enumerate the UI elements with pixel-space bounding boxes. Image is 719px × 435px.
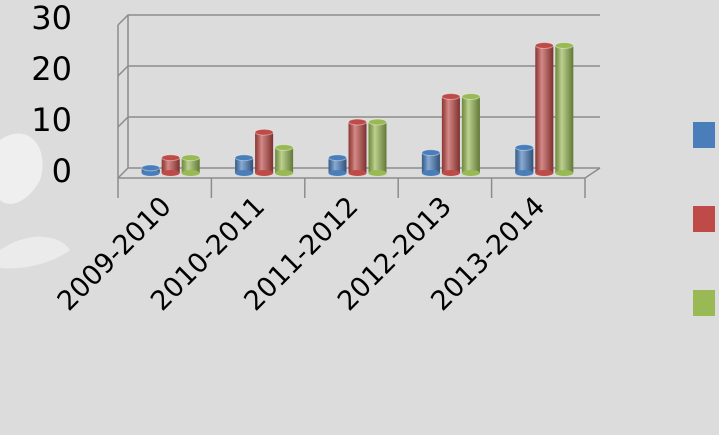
- bar-bottom: [555, 170, 574, 176]
- y-tick-label: 10: [31, 101, 72, 139]
- y-tick-label: 20: [31, 50, 72, 88]
- bar-shade: [441, 96, 460, 173]
- grid-line: [117, 14, 600, 26]
- bar-bottom: [161, 170, 180, 176]
- bar: [441, 93, 461, 176]
- bar-top: [328, 154, 347, 162]
- bar-top: [461, 93, 481, 100]
- bar: [348, 118, 367, 176]
- bar-top: [514, 144, 534, 151]
- bar-bottom: [441, 170, 460, 176]
- bar-bottom: [368, 170, 387, 176]
- legend-swatch: [693, 290, 715, 316]
- bar-top: [234, 154, 254, 162]
- bar: [421, 149, 441, 176]
- bar: [328, 154, 347, 176]
- bar-bottom: [181, 170, 200, 176]
- bar: [368, 118, 387, 176]
- bar: [514, 144, 534, 176]
- bar-shade: [181, 157, 200, 173]
- bar: [141, 164, 161, 176]
- bar-top: [348, 118, 367, 126]
- bar-top: [181, 154, 201, 162]
- bar: [554, 42, 574, 176]
- bar-top: [441, 93, 461, 100]
- bar-shade: [535, 45, 554, 173]
- grid-line: [117, 65, 600, 77]
- bar-shade: [255, 132, 274, 173]
- bar-bottom: [255, 170, 274, 176]
- bar-bottom: [328, 170, 347, 176]
- legend-swatch: [693, 206, 715, 232]
- bar-top: [554, 42, 574, 49]
- bar: [161, 154, 181, 176]
- bar-shade: [421, 152, 440, 173]
- bar: [461, 93, 481, 176]
- bar: [254, 128, 274, 176]
- bar-top: [421, 149, 441, 157]
- bar-shade: [555, 45, 574, 173]
- background-leaves: [0, 133, 70, 269]
- bar: [274, 144, 294, 176]
- bar-top: [161, 154, 181, 162]
- bar-bottom: [235, 170, 254, 176]
- bar-shade: [461, 96, 480, 173]
- bar-bottom: [515, 170, 534, 176]
- bar-top: [254, 128, 274, 136]
- bar-shade: [368, 122, 387, 173]
- bar-bottom: [535, 170, 554, 176]
- bar-shade: [275, 147, 294, 173]
- y-tick-label: 0: [52, 152, 72, 190]
- bar: [234, 154, 254, 176]
- bar-shade: [235, 157, 254, 173]
- bar-shade: [328, 157, 347, 173]
- bar-top: [141, 164, 161, 172]
- legend-swatch: [693, 122, 715, 148]
- bar-bottom: [141, 170, 160, 176]
- bar-top: [534, 42, 554, 49]
- bar-top: [368, 118, 387, 126]
- y-tick-label: 30: [31, 0, 72, 37]
- bar: [534, 42, 554, 176]
- bar-bottom: [275, 170, 294, 176]
- bar-top: [274, 144, 294, 151]
- bar-shade: [161, 157, 180, 173]
- bar-bottom: [348, 170, 367, 176]
- bar-bottom: [461, 170, 480, 176]
- bar-bottom: [421, 170, 440, 176]
- bar: [181, 154, 201, 176]
- bar-shade: [348, 122, 367, 173]
- bar-shade: [515, 147, 534, 173]
